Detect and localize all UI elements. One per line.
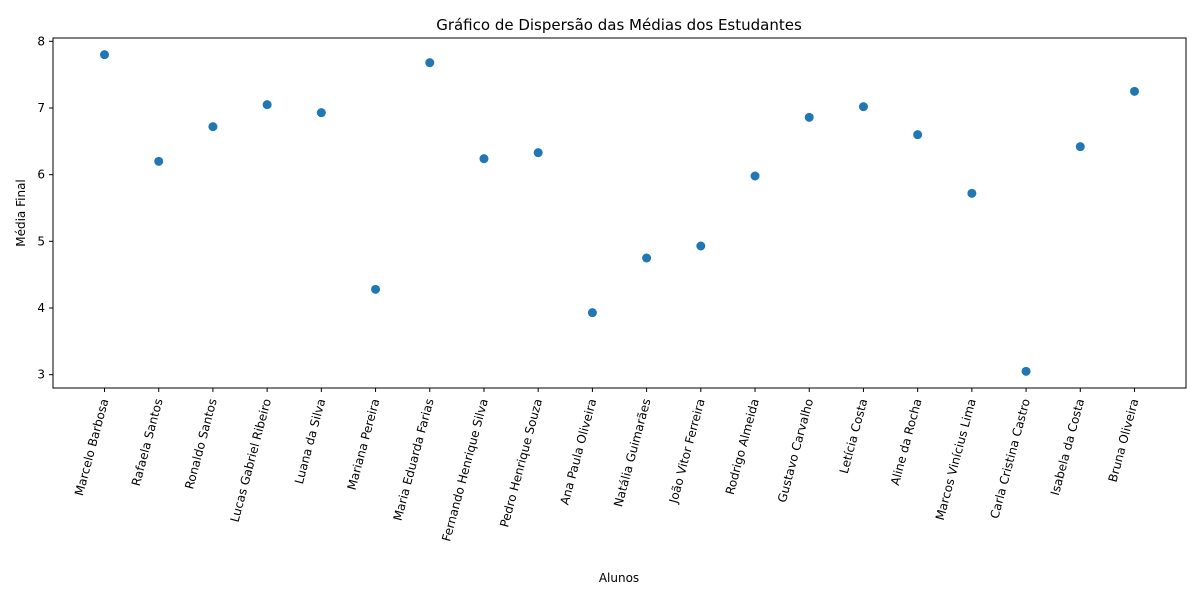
x-tick-label: Ronaldo Santos: [182, 397, 220, 491]
y-tick-label: 5: [37, 234, 45, 248]
y-tick-label: 6: [37, 168, 45, 182]
x-tick-label: Luana da Silva: [292, 397, 328, 485]
data-point: [425, 58, 435, 68]
x-tick-label: Pedro Henrique Souza: [497, 397, 545, 529]
x-tick-label: Rafaela Santos: [129, 397, 166, 487]
data-point: [1075, 142, 1085, 152]
y-tick-label: 3: [37, 368, 45, 382]
data-point: [1021, 366, 1031, 376]
x-tick-label: Maria Eduarda Farias: [391, 397, 437, 522]
data-point: [371, 284, 381, 294]
x-axis: Marcelo Barbosa Rafaela Santos Ronaldo San…: [72, 388, 1141, 543]
x-tick-label: Marcelo Barbosa: [72, 397, 111, 497]
x-axis-title: Alunos: [599, 571, 639, 585]
chart-title: Gráfico de Dispersão das Médias dos Estu…: [436, 16, 802, 34]
x-tick-label: Carla Cristina Castro: [987, 397, 1033, 520]
data-point: [696, 241, 706, 251]
data-point: [262, 100, 272, 110]
data-point: [316, 108, 326, 118]
y-axis: 3 4 5 6 7 8: [37, 34, 53, 382]
data-point: [587, 308, 597, 318]
data-point: [804, 112, 814, 122]
data-point: [913, 130, 923, 140]
data-point: [642, 253, 652, 263]
y-tick-label: 8: [37, 34, 45, 48]
data-point: [100, 50, 109, 60]
x-tick-label: Natália Guimarães: [611, 397, 653, 508]
x-tick-label: Letícia Costa: [837, 397, 870, 475]
y-tick-label: 7: [37, 101, 45, 115]
x-tick-label: João Vitor Ferreira: [666, 397, 708, 505]
x-tick-label: Fernando Henrique Silva: [439, 397, 491, 543]
data-point: [533, 148, 543, 158]
x-tick-label: Ana Paula Oliveira: [557, 397, 599, 506]
x-tick-label: Isabela da Costa: [1048, 397, 1087, 497]
x-tick-label: Lucas Gabriel Ribeiro: [228, 397, 274, 523]
data-point: [479, 154, 489, 164]
data-points: [100, 50, 1139, 376]
y-axis-title: Média Final: [14, 179, 28, 247]
data-point: [967, 188, 977, 198]
x-tick-label: Marcos Vinícius Lima: [933, 397, 979, 522]
x-tick-label: Mariana Pereira: [345, 397, 383, 491]
plot-area: [52, 37, 1187, 389]
x-tick-label: Rodrigo Almeida: [723, 397, 762, 496]
x-tick-label: Bruna Oliveira: [1106, 397, 1142, 483]
x-tick-label: Gustavo Carvalho: [775, 397, 816, 504]
data-point: [1130, 86, 1139, 96]
data-point: [154, 156, 164, 166]
data-point: [208, 122, 218, 132]
data-point: [750, 171, 760, 181]
x-tick-label: Aline da Rocha: [888, 397, 925, 487]
data-point: [858, 102, 868, 112]
y-tick-label: 4: [37, 301, 45, 315]
